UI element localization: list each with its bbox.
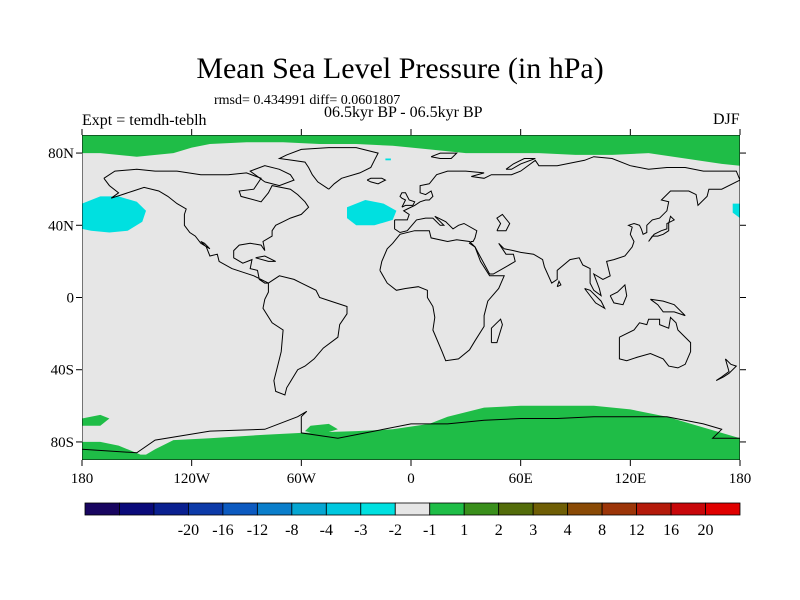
coastline-madagascar xyxy=(490,318,503,344)
region-north-atlantic-negative xyxy=(347,200,397,226)
colorbar-swatch xyxy=(636,502,672,516)
colorbar-swatch xyxy=(532,502,569,516)
experiment-label: Expt = temdh-teblh xyxy=(82,112,207,129)
colorbar-swatch xyxy=(84,502,120,516)
region-south-pacific-positive xyxy=(82,414,110,426)
colorbar-label: 20 xyxy=(698,522,714,539)
region-north-pacific-negative xyxy=(82,196,146,233)
x-tick-label: 180 xyxy=(71,471,94,487)
coastline-north-america xyxy=(103,168,310,284)
x-tick-label: 120E xyxy=(614,471,646,487)
region-arctic-positive xyxy=(82,135,740,166)
coastline-novaya-zemlya xyxy=(505,158,536,170)
y-tick-label: 40N xyxy=(48,218,74,234)
coastline-british-isles xyxy=(399,192,416,208)
map-background xyxy=(82,135,740,460)
x-tick-label: 180 xyxy=(729,471,752,487)
colorbar-swatch xyxy=(119,502,155,516)
map-plot-area xyxy=(82,135,740,460)
coastline-cuba xyxy=(255,255,276,262)
colorbar-swatch xyxy=(291,502,327,516)
colorbar-swatch xyxy=(256,502,293,516)
colorbar-swatch xyxy=(360,502,396,516)
coastline-new-zealand xyxy=(715,358,738,382)
colorbar-label: -2 xyxy=(389,522,402,539)
chart-title: Mean Sea Level Pressure (in hPa) xyxy=(196,52,604,85)
colorbar-label: 8 xyxy=(598,522,606,539)
coastline-borneo xyxy=(609,283,628,306)
x-tick-label: 60W xyxy=(287,471,317,487)
coastline-south-america xyxy=(262,275,348,396)
x-tick-label: 120W xyxy=(173,471,211,487)
colorbar-swatch xyxy=(429,502,465,516)
coastline-eurasia xyxy=(394,156,740,297)
x-tick-label: 60E xyxy=(509,471,533,487)
colorbar-swatch xyxy=(670,502,706,516)
colorbar-label: -16 xyxy=(212,522,233,539)
contour-regions xyxy=(82,135,740,460)
colorbar: -20 -16 -12 -8 -4 -3 -2 -1 1 2 3 4 8 12 16 20 xyxy=(84,502,741,539)
region-north-pacific-negative-wrap xyxy=(732,203,740,219)
colorbar-label: 2 xyxy=(495,522,503,539)
coastline-antarctica xyxy=(82,410,740,454)
y-tick-label: 80N xyxy=(48,146,74,162)
colorbar-label: -20 xyxy=(178,522,199,539)
colorbar-swatch xyxy=(498,502,534,516)
coastline-australia xyxy=(618,316,692,369)
coastline-africa xyxy=(379,230,505,362)
coastline-new-guinea xyxy=(650,298,686,317)
colorbar-label: -3 xyxy=(354,522,367,539)
colorbar-swatch xyxy=(188,502,224,516)
coastline-caspian xyxy=(496,213,511,232)
y-tick-label: 80S xyxy=(51,435,74,451)
region-antarctic-positive-main xyxy=(82,405,740,460)
colorbar-swatch xyxy=(601,502,637,516)
colorbar-swatch xyxy=(222,502,258,516)
colorbar-swatch xyxy=(394,502,431,516)
period-text: 06.5kyr BP - 06.5kyr BP xyxy=(324,104,483,121)
colorbar-swatch xyxy=(705,502,741,516)
stats-text: rmsd= 0.434991 diff= 0.0601807 xyxy=(214,93,401,108)
region-greenland-negative-spot xyxy=(385,158,391,161)
colorbar-label: -1 xyxy=(423,522,436,539)
x-tick-label: 0 xyxy=(407,471,415,487)
colorbar-label: 4 xyxy=(564,522,572,539)
coastline-sumatra xyxy=(584,288,606,310)
axis-ticks: 180 120W 60W 0 60E 120E 180 80N 40N 0 40S 80S xyxy=(48,129,751,487)
season-label: DJF xyxy=(713,111,740,128)
coastline-svalbard xyxy=(430,152,458,159)
y-tick-label: 0 xyxy=(67,291,75,307)
coastline-iceland xyxy=(366,177,387,185)
coastline-baffin xyxy=(249,165,295,187)
colorbar-label: -12 xyxy=(247,522,268,539)
colorbar-label: 3 xyxy=(529,522,537,539)
colorbar-label: 12 xyxy=(629,522,645,539)
coastline-sri-lanka xyxy=(556,280,562,288)
y-tick-label: 40S xyxy=(51,363,74,379)
colorbar-label: 16 xyxy=(663,522,679,539)
colorbar-swatch xyxy=(567,502,603,516)
colorbar-swatch xyxy=(463,502,500,516)
coastlines xyxy=(82,147,740,454)
colorbar-label: 1 xyxy=(460,522,468,539)
colorbar-swatch xyxy=(153,502,189,516)
colorbar-label: -8 xyxy=(285,522,298,539)
region-weddell-positive xyxy=(305,423,338,435)
coastline-greenland xyxy=(277,147,379,190)
colorbar-swatch xyxy=(325,502,362,516)
coastline-japan xyxy=(648,215,676,242)
colorbar-label: -4 xyxy=(320,522,333,539)
